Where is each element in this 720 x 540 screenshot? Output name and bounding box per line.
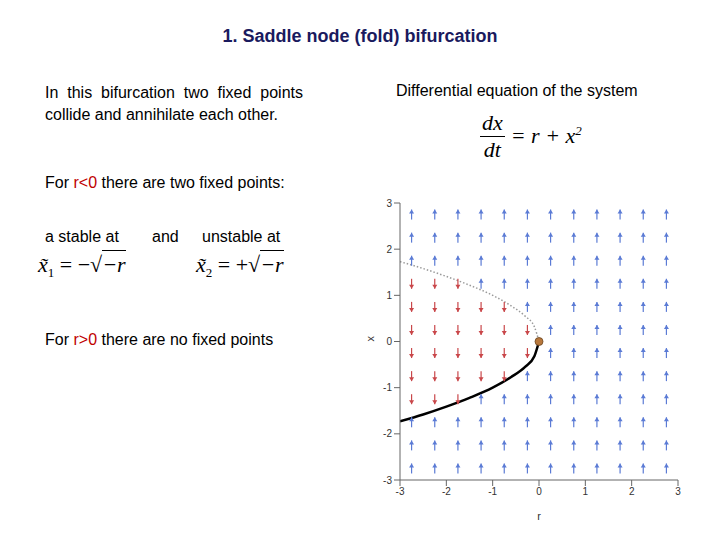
html-text:= r + x2: = r + x2 xyxy=(510,123,582,149)
html-text:unstable at: unstable at xyxy=(202,228,281,245)
html-text:Differential equation of the s: Differential equation of the system xyxy=(396,82,638,99)
svg-text:1: 1 xyxy=(386,290,392,301)
html-text:and: and xyxy=(152,228,179,245)
html-text:In this bifurcation two fixed: In this bifurcation two fixed points col… xyxy=(45,84,303,123)
svg-text:-1: -1 xyxy=(488,486,497,497)
html-text:dx: dx xyxy=(482,110,503,135)
html-text:For r>0 there are no fixed poi: For r>0 there are no fixed points xyxy=(45,331,274,348)
html-text:a stable at: a stable at xyxy=(45,228,119,245)
html-text:dt: dt xyxy=(483,137,501,162)
html-text:x̃2 = + √ −r: x̃2 = + √ −r xyxy=(196,252,284,281)
svg-text:0: 0 xyxy=(536,486,542,497)
svg-text:-3: -3 xyxy=(396,486,405,497)
html-text:1. Saddle node (fold) bifurcat: 1. Saddle node (fold) bifurcation xyxy=(222,26,498,46)
svg-text:3: 3 xyxy=(675,486,681,497)
svg-text:x: x xyxy=(365,336,376,342)
html-text:x̃1 = − √ −r: x̃1 = − √ −r xyxy=(38,252,126,281)
svg-text:2: 2 xyxy=(629,486,635,497)
svg-text:-2: -2 xyxy=(442,486,451,497)
svg-text:r: r xyxy=(537,510,541,522)
html-text:For r<0 there are two fixed po: For r<0 there are two fixed points: xyxy=(45,174,285,191)
svg-text:0: 0 xyxy=(386,336,392,347)
svg-text:-1: -1 xyxy=(383,382,392,393)
svg-text:-2: -2 xyxy=(383,428,392,439)
svg-text:1: 1 xyxy=(583,486,589,497)
svg-text:3: 3 xyxy=(386,198,392,209)
svg-text:2: 2 xyxy=(386,244,392,255)
svg-text:-3: -3 xyxy=(383,475,392,486)
